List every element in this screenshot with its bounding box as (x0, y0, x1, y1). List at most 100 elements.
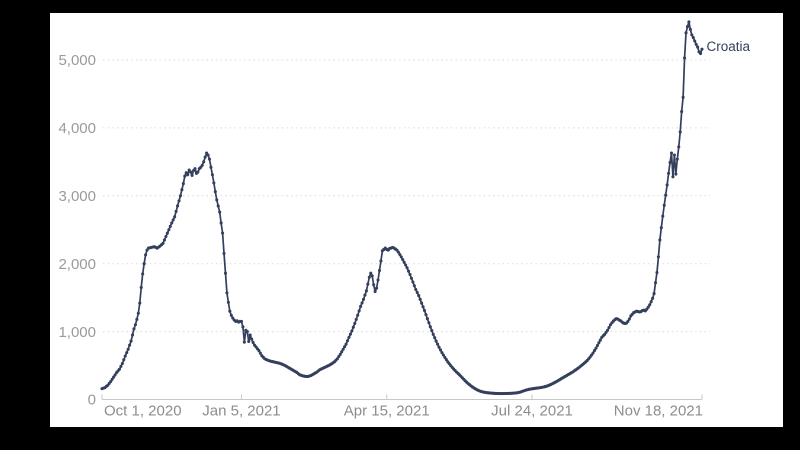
data-point (699, 52, 703, 56)
data-point (626, 319, 630, 323)
data-point (607, 325, 611, 330)
data-point (438, 348, 443, 352)
data-point (161, 241, 165, 245)
data-point (242, 340, 246, 344)
data-point (398, 252, 402, 257)
data-point (126, 347, 130, 351)
data-point (226, 300, 230, 304)
data-point (341, 347, 345, 351)
data-point (664, 193, 668, 197)
data-point (247, 339, 251, 344)
data-point (370, 274, 374, 278)
data-point (225, 291, 229, 295)
data-point (401, 258, 405, 262)
series-line (101, 21, 703, 395)
data-point (595, 343, 599, 348)
data-point (360, 301, 364, 305)
data-point (142, 262, 146, 266)
data-point (408, 273, 412, 277)
data-point (665, 183, 669, 187)
data-point (606, 328, 610, 332)
data-point (690, 33, 694, 37)
data-point (340, 350, 344, 354)
data-point (656, 255, 660, 259)
data-point (196, 170, 200, 174)
data-point (627, 317, 631, 321)
data-point (431, 332, 435, 336)
data-point (379, 259, 383, 263)
data-point (251, 340, 255, 345)
data-point (652, 292, 656, 296)
data-point (655, 270, 659, 275)
data-point (694, 42, 698, 46)
data-point (414, 287, 418, 292)
data-point (350, 329, 354, 333)
data-point (659, 226, 663, 230)
x-tick-label: Nov 18, 2021 (614, 403, 703, 420)
data-point (133, 323, 137, 327)
data-point (348, 332, 352, 336)
data-point (404, 263, 408, 267)
data-point (207, 157, 212, 161)
data-point (122, 358, 126, 362)
data-point (434, 339, 438, 343)
data-point (648, 303, 652, 307)
data-point (335, 357, 339, 361)
data-point (436, 342, 440, 346)
data-point (375, 286, 379, 290)
data-point (183, 174, 187, 178)
data-point (363, 293, 367, 297)
data-point (210, 173, 214, 177)
data-point (178, 194, 182, 198)
data-point (229, 313, 233, 317)
data-point (357, 309, 361, 313)
data-point (245, 330, 249, 334)
data-point (144, 253, 148, 257)
data-point (425, 317, 429, 321)
data-point (177, 199, 181, 203)
data-point (677, 145, 681, 149)
data-point (662, 203, 666, 207)
data-point (369, 271, 373, 275)
data-point (202, 160, 206, 164)
data-point (193, 167, 197, 171)
data-point (406, 269, 411, 273)
data-point (123, 354, 127, 358)
series-end-label: Croatia (707, 39, 751, 54)
data-point (437, 345, 441, 349)
data-point (674, 172, 678, 176)
data-point (258, 351, 262, 355)
data-point (421, 305, 425, 309)
data-point (344, 342, 348, 346)
data-point (239, 319, 244, 323)
data-point (683, 56, 687, 60)
data-point (684, 31, 688, 35)
data-point (120, 361, 124, 366)
data-point (364, 289, 368, 293)
data-point (113, 373, 117, 377)
data-point (687, 20, 691, 24)
data-point (173, 215, 177, 219)
data-point (130, 333, 135, 337)
data-point (209, 165, 213, 169)
data-point (162, 238, 167, 242)
data-point (181, 182, 185, 186)
data-point (668, 160, 672, 165)
data-point (139, 285, 143, 290)
y-tick-label: 2,000 (58, 256, 96, 273)
data-point (412, 284, 416, 288)
data-point (353, 321, 357, 326)
data-point (685, 25, 690, 29)
data-point (424, 313, 428, 317)
data-point (415, 291, 419, 295)
data-point (373, 289, 377, 294)
data-point (109, 379, 113, 384)
data-point (222, 251, 226, 256)
data-point (402, 260, 406, 264)
data-point (653, 281, 658, 285)
data-point (409, 276, 413, 280)
data-point (167, 228, 171, 232)
y-tick-label: 3,000 (58, 188, 96, 205)
